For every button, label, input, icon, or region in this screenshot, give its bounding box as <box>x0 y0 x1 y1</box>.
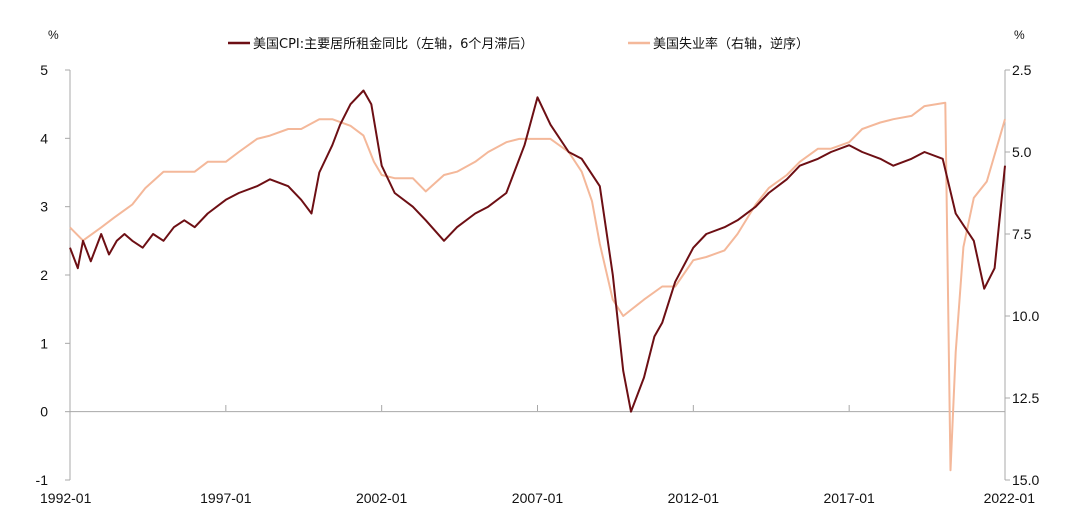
left-tick-label: 3 <box>40 199 48 215</box>
series-line-cpi-rent <box>69 89 1006 413</box>
legend-label-unemployment: 美国失业率（右轴，逆序） <box>653 36 809 52</box>
x-tick-label: 2017-01 <box>823 490 875 506</box>
left-tick-label: -1 <box>36 472 49 488</box>
x-tick-label: 2012-01 <box>668 490 720 506</box>
series-line-unemployment <box>69 101 1006 472</box>
left-tick-label: 1 <box>40 335 48 351</box>
right-tick-label: 5.0 <box>1012 144 1032 160</box>
left-axis-unit: % <box>48 28 59 42</box>
left-axis-ticks: -1 0 1 2 3 4 5 <box>36 62 70 488</box>
left-tick-label: 5 <box>40 62 48 78</box>
right-axis-ticks: 2.5 5.0 7.5 10.0 12.5 15.0 <box>1005 62 1039 488</box>
left-tick-label: 2 <box>40 267 48 283</box>
right-tick-label: 2.5 <box>1012 62 1032 78</box>
right-tick-label: 12.5 <box>1012 390 1039 406</box>
right-tick-label: 7.5 <box>1012 226 1032 242</box>
left-tick-label: 4 <box>40 130 48 146</box>
right-tick-label: 15.0 <box>1012 472 1039 488</box>
right-tick-label: 10.0 <box>1012 308 1039 324</box>
legend-label-cpi-rent: 美国CPI:主要居所租金同比（左轴，6个月滞后） <box>253 36 533 52</box>
legend: 美国CPI:主要居所租金同比（左轴，6个月滞后） 美国失业率（右轴，逆序） <box>228 36 809 52</box>
x-tick-label: 2022-01 <box>984 490 1036 506</box>
x-axis-ticks: 1992-01 1997-01 2002-01 2007-01 2012-01 2017-… <box>40 405 1035 506</box>
right-axis-unit: % <box>1014 28 1025 42</box>
x-tick-label: 1997-01 <box>200 490 252 506</box>
x-tick-label: 2007-01 <box>512 490 564 506</box>
left-tick-label: 0 <box>40 404 48 420</box>
x-tick-label: 1992-01 <box>40 490 92 506</box>
x-tick-label: 2002-01 <box>356 490 408 506</box>
